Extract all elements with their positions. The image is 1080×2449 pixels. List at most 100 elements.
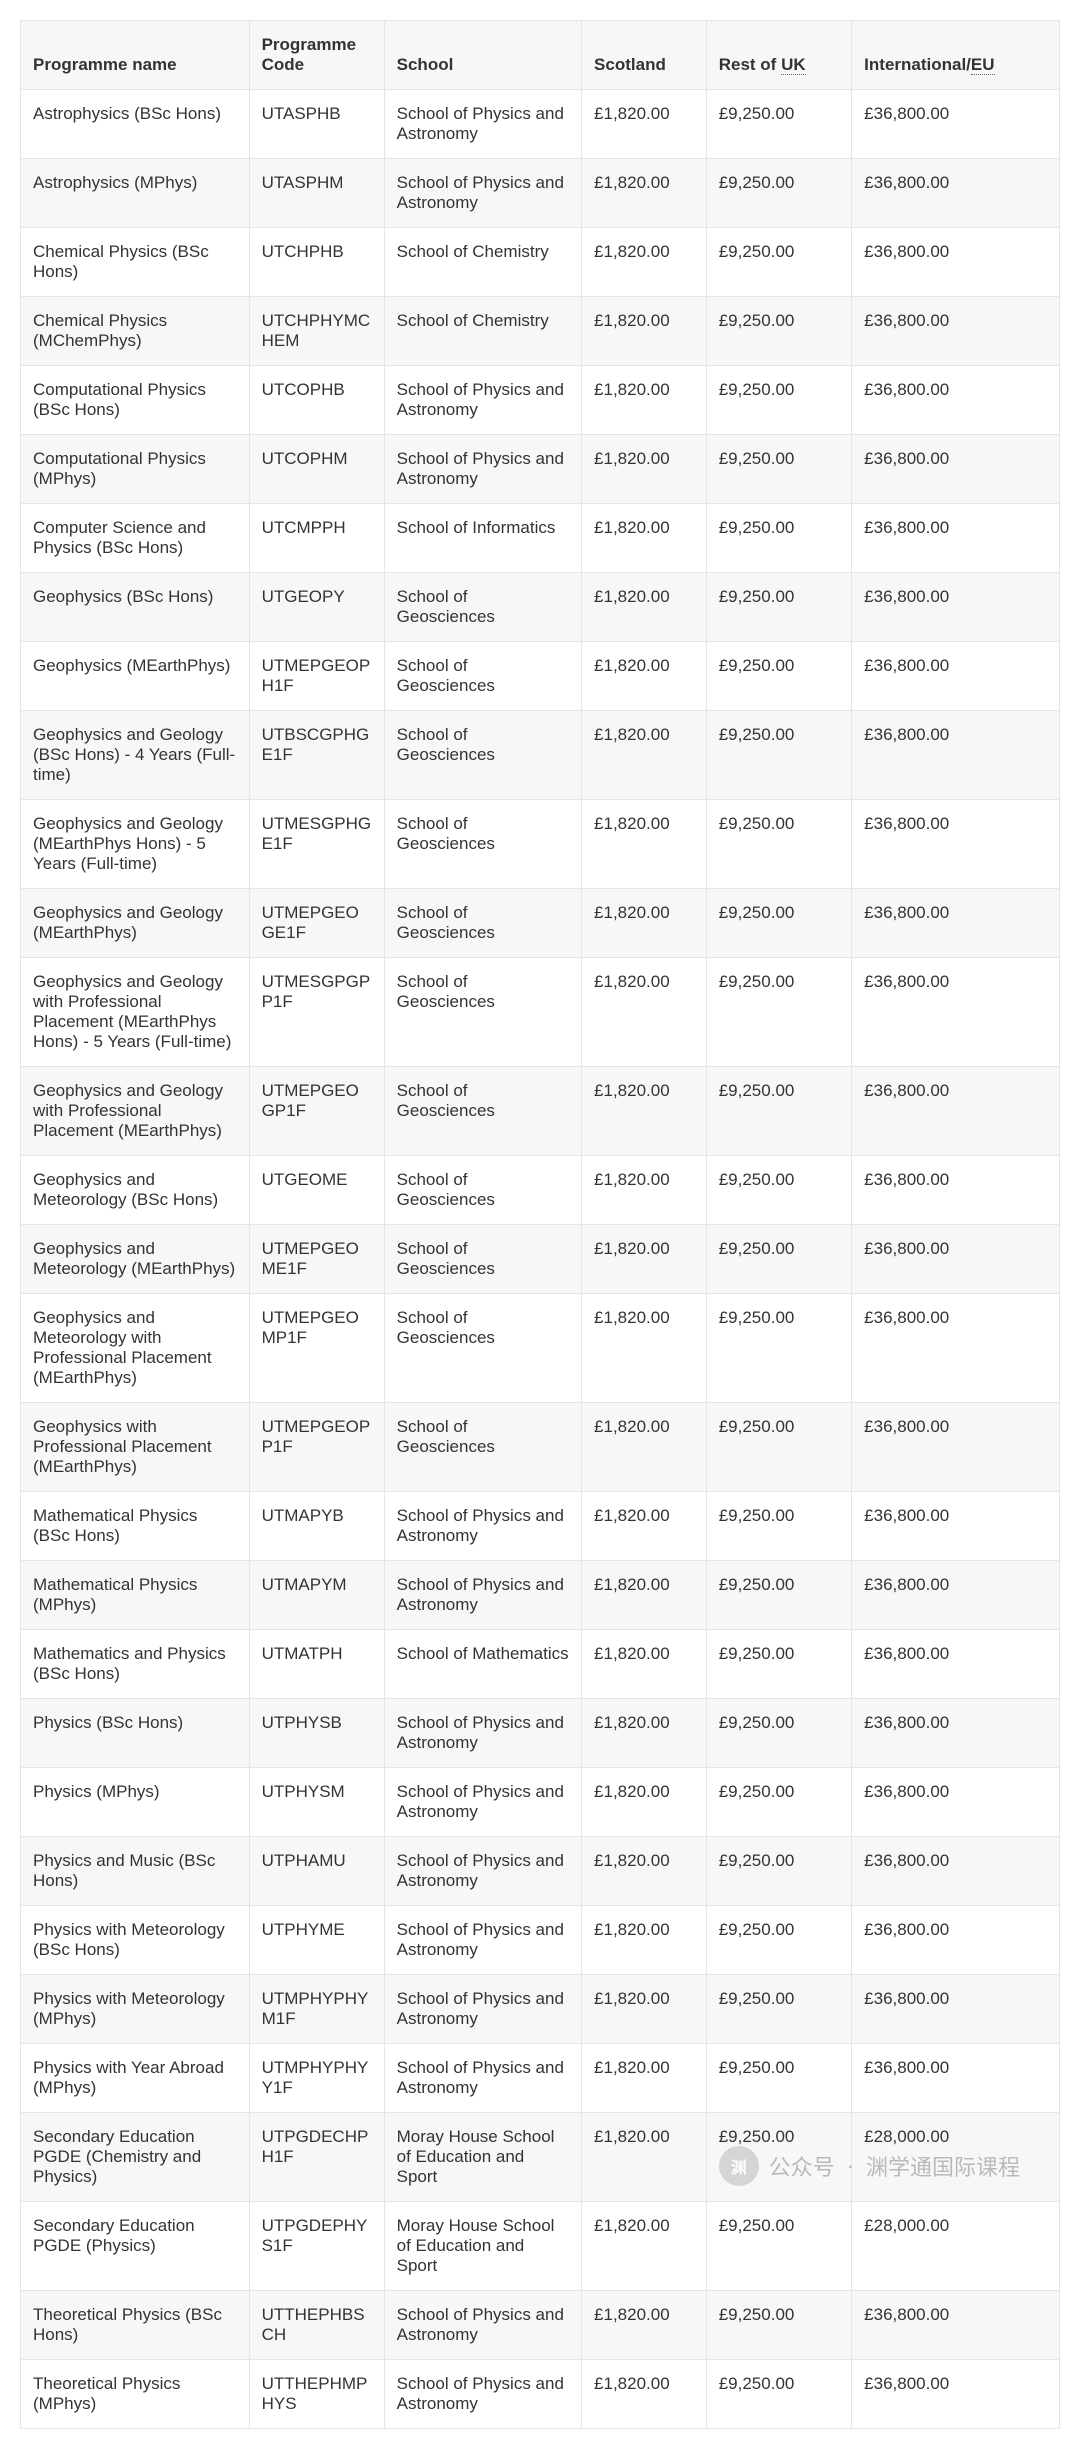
cell-scotland: £1,820.00 [582,1403,707,1492]
cell-intl: £36,800.00 [852,1294,1060,1403]
cell-name: Astrophysics (MPhys) [21,159,250,228]
cell-scotland: £1,820.00 [582,958,707,1067]
cell-name: Computational Physics (MPhys) [21,435,250,504]
table-body: Astrophysics (BSc Hons)UTASPHBSchool of … [21,90,1060,2429]
cell-school: School of Geosciences [384,1403,581,1492]
cell-school: School of Chemistry [384,297,581,366]
cell-name: Physics with Meteorology (MPhys) [21,1975,250,2044]
cell-school: School of Informatics [384,504,581,573]
cell-intl: £36,800.00 [852,1975,1060,2044]
cell-intl: £36,800.00 [852,642,1060,711]
cell-school: School of Physics and Astronomy [384,90,581,159]
cell-intl: £36,800.00 [852,1492,1060,1561]
cell-scotland: £1,820.00 [582,2113,707,2202]
cell-intl: £36,800.00 [852,711,1060,800]
cell-scotland: £1,820.00 [582,1906,707,1975]
cell-restuk: £9,250.00 [706,642,851,711]
table-row: Physics (BSc Hons)UTPHYSBSchool of Physi… [21,1699,1060,1768]
cell-scotland: £1,820.00 [582,435,707,504]
table-row: Geophysics with Professional Placement (… [21,1403,1060,1492]
cell-name: Physics with Meteorology (BSc Hons) [21,1906,250,1975]
cell-code: UTPHYME [249,1906,384,1975]
table-row: Computational Physics (MPhys)UTCOPHMScho… [21,435,1060,504]
table-row: Geophysics and Geology (MEarthPhys Hons)… [21,800,1060,889]
cell-scotland: £1,820.00 [582,90,707,159]
cell-restuk: £9,250.00 [706,1156,851,1225]
cell-scotland: £1,820.00 [582,2044,707,2113]
cell-restuk: £9,250.00 [706,2113,851,2202]
cell-name: Geophysics with Professional Placement (… [21,1403,250,1492]
cell-code: UTMAPYM [249,1561,384,1630]
table-row: Chemical Physics (MChemPhys)UTCHPHYMCHEM… [21,297,1060,366]
cell-name: Mathematics and Physics (BSc Hons) [21,1630,250,1699]
cell-intl: £36,800.00 [852,90,1060,159]
cell-name: Geophysics and Meteorology (BSc Hons) [21,1156,250,1225]
cell-code: UTMESGPGPP1F [249,958,384,1067]
cell-school: School of Physics and Astronomy [384,1768,581,1837]
cell-scotland: £1,820.00 [582,1561,707,1630]
cell-restuk: £9,250.00 [706,1768,851,1837]
table-row: Geophysics and Meteorology (BSc Hons)UTG… [21,1156,1060,1225]
cell-name: Geophysics and Meteorology with Professi… [21,1294,250,1403]
cell-school: School of Physics and Astronomy [384,1975,581,2044]
cell-code: UTPHAMU [249,1837,384,1906]
cell-school: School of Physics and Astronomy [384,1906,581,1975]
cell-restuk: £9,250.00 [706,2044,851,2113]
cell-restuk: £9,250.00 [706,958,851,1067]
cell-name: Geophysics and Meteorology (MEarthPhys) [21,1225,250,1294]
table-row: Physics with Meteorology (BSc Hons)UTPHY… [21,1906,1060,1975]
cell-scotland: £1,820.00 [582,800,707,889]
cell-code: UTMAPYB [249,1492,384,1561]
cell-school: School of Physics and Astronomy [384,1561,581,1630]
cell-restuk: £9,250.00 [706,2202,851,2291]
cell-name: Geophysics and Geology with Professional… [21,1067,250,1156]
cell-code: UTTHEPHMPHYS [249,2360,384,2429]
cell-school: School of Geosciences [384,642,581,711]
cell-name: Geophysics (BSc Hons) [21,573,250,642]
cell-school: School of Mathematics [384,1630,581,1699]
cell-intl: £36,800.00 [852,1906,1060,1975]
cell-name: Geophysics and Geology (BSc Hons) - 4 Ye… [21,711,250,800]
cell-code: UTMPHYPHYM1F [249,1975,384,2044]
cell-code: UTBSCGPHGE1F [249,711,384,800]
cell-intl: £36,800.00 [852,1699,1060,1768]
cell-scotland: £1,820.00 [582,297,707,366]
table-row: Theoretical Physics (BSc Hons)UTTHEPHBSC… [21,2291,1060,2360]
cell-name: Physics with Year Abroad (MPhys) [21,2044,250,2113]
cell-restuk: £9,250.00 [706,228,851,297]
table-row: Geophysics (BSc Hons)UTGEOPYSchool of Ge… [21,573,1060,642]
cell-code: UTPGDEPHYS1F [249,2202,384,2291]
cell-code: UTMEPGEOPP1F [249,1403,384,1492]
cell-intl: £36,800.00 [852,1067,1060,1156]
cell-name: Physics (MPhys) [21,1768,250,1837]
cell-scotland: £1,820.00 [582,1067,707,1156]
cell-scotland: £1,820.00 [582,711,707,800]
cell-scotland: £1,820.00 [582,2360,707,2429]
cell-intl: £36,800.00 [852,958,1060,1067]
cell-restuk: £9,250.00 [706,504,851,573]
cell-intl: £36,800.00 [852,1156,1060,1225]
cell-school: Moray House School of Education and Spor… [384,2202,581,2291]
cell-restuk: £9,250.00 [706,159,851,228]
cell-name: Geophysics and Geology with Professional… [21,958,250,1067]
cell-school: School of Physics and Astronomy [384,1492,581,1561]
cell-school: School of Geosciences [384,1156,581,1225]
cell-name: Geophysics and Geology (MEarthPhys Hons)… [21,800,250,889]
cell-restuk: £9,250.00 [706,1294,851,1403]
cell-scotland: £1,820.00 [582,1699,707,1768]
cell-scotland: £1,820.00 [582,2291,707,2360]
cell-code: UTMEPGEOMP1F [249,1294,384,1403]
cell-name: Geophysics (MEarthPhys) [21,642,250,711]
cell-school: School of Physics and Astronomy [384,2044,581,2113]
table-row: Geophysics and Geology with Professional… [21,958,1060,1067]
cell-scotland: £1,820.00 [582,642,707,711]
cell-code: UTASPHM [249,159,384,228]
cell-restuk: £9,250.00 [706,366,851,435]
abbr-uk: UK [781,55,806,75]
table-row: Geophysics and Meteorology with Professi… [21,1294,1060,1403]
cell-code: UTCHPHYMCHEM [249,297,384,366]
cell-name: Geophysics and Geology (MEarthPhys) [21,889,250,958]
cell-code: UTCMPPH [249,504,384,573]
cell-scotland: £1,820.00 [582,1630,707,1699]
cell-school: School of Physics and Astronomy [384,2360,581,2429]
